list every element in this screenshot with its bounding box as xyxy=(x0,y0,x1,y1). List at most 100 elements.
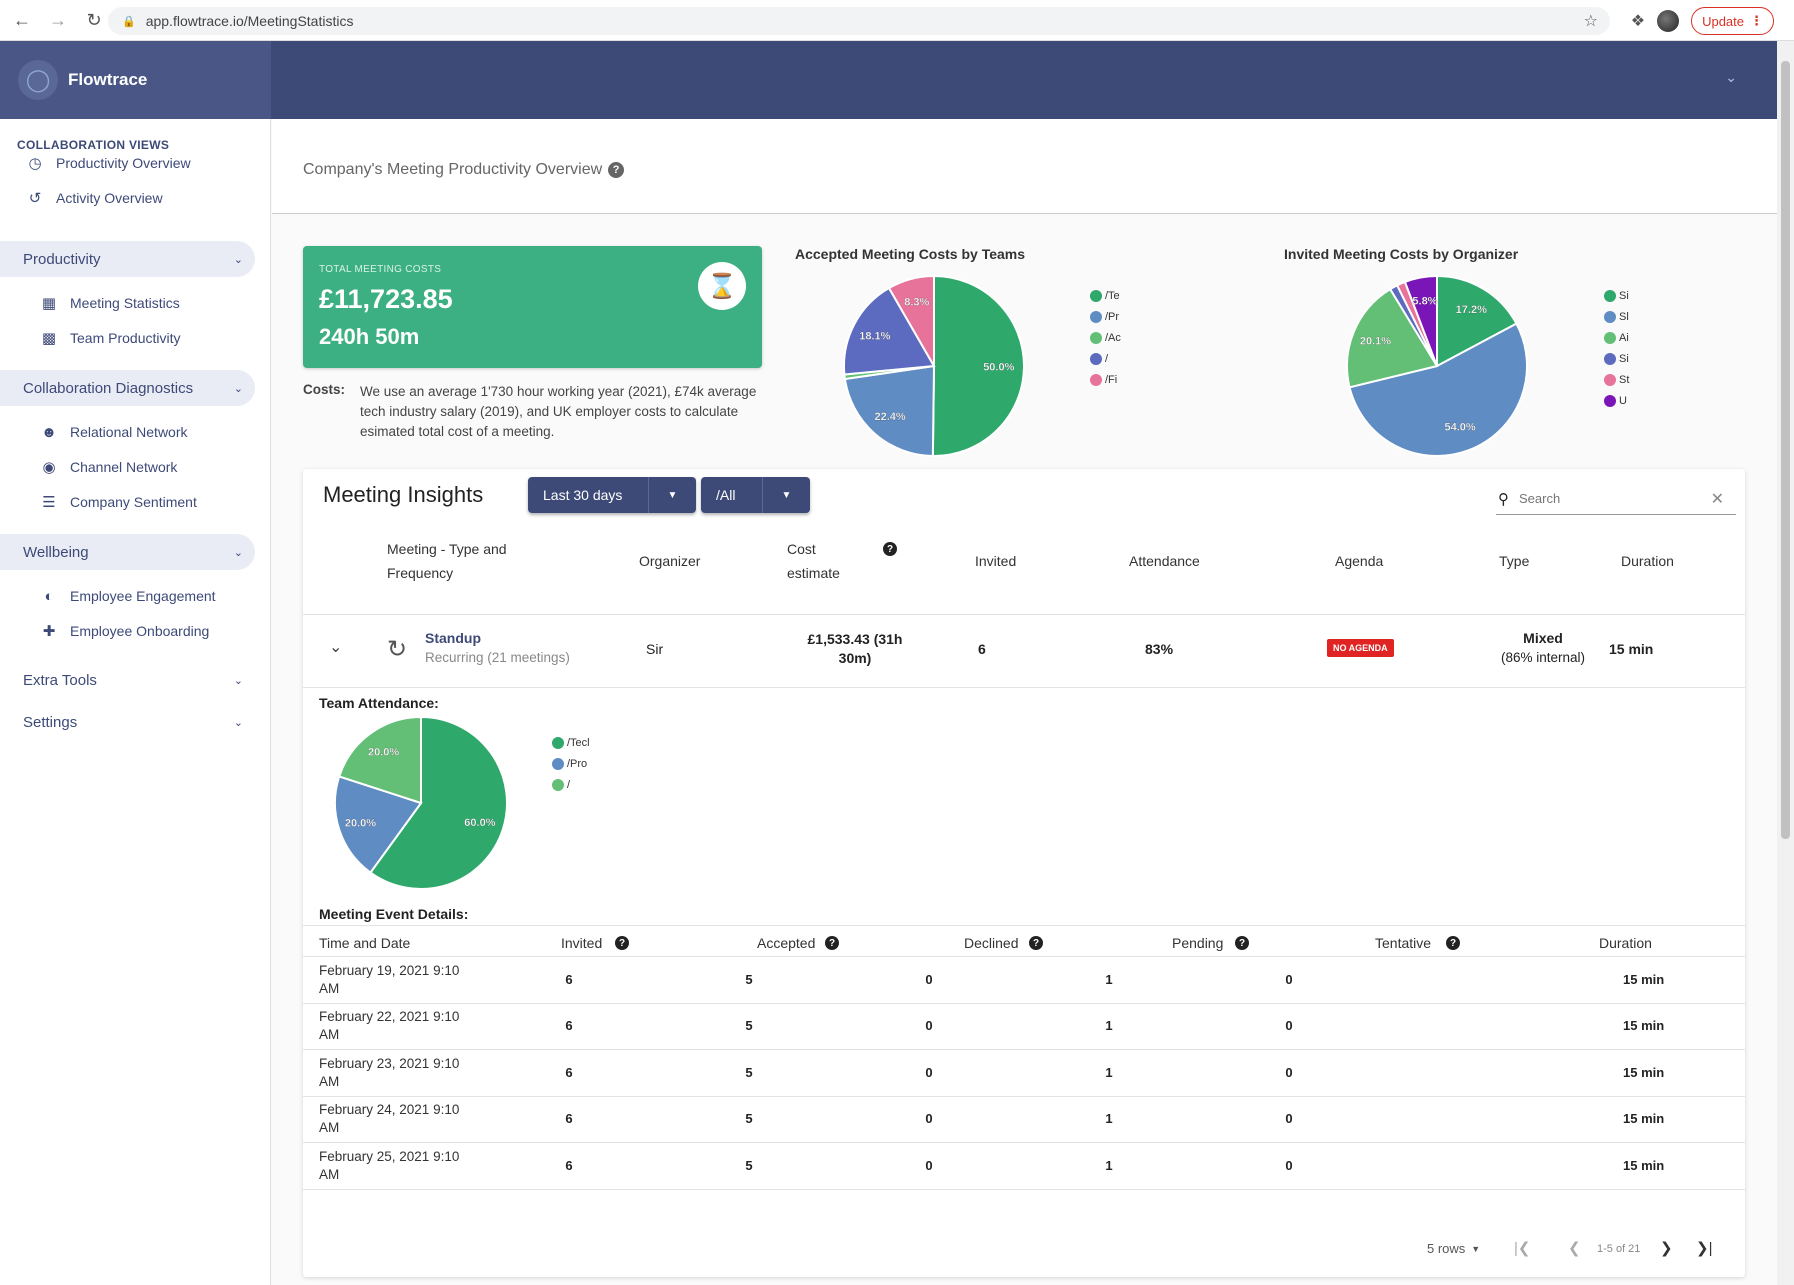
sidebar-group-collaboration-diagnostics[interactable]: Collaboration Diagnostics ⌄ xyxy=(0,370,255,406)
pie-slice-label: 60.0% xyxy=(464,817,495,829)
pie-slice[interactable] xyxy=(334,775,423,874)
table-row[interactable]: February 19, 2021 9:10 AM 6 5 0 1 0 15 min xyxy=(303,957,1745,1004)
legend-dot xyxy=(1604,352,1616,365)
declined-help-icon[interactable]: ? xyxy=(1029,936,1043,950)
column-header-duration[interactable]: Duration xyxy=(1621,553,1674,569)
reload-icon[interactable]: ↻ xyxy=(86,9,102,30)
legend-item[interactable]: St xyxy=(1604,369,1629,390)
column-header-type[interactable]: Meeting - Type and Frequency xyxy=(387,541,507,581)
next-page-icon[interactable]: ❯ xyxy=(1660,1240,1673,1257)
sidebar-item-channel-network[interactable]: ◉ Channel Network xyxy=(38,456,177,478)
table-row[interactable]: February 23, 2021 9:10 AM 6 5 0 1 0 15 min xyxy=(303,1050,1745,1097)
sidebar-item-employee-onboarding[interactable]: ✚ Employee Onboarding xyxy=(38,620,210,642)
legend-item[interactable]: U xyxy=(1604,390,1629,411)
pie-slice[interactable] xyxy=(843,286,936,376)
sidebar-group-productivity[interactable]: Productivity ⌄ xyxy=(0,241,255,277)
table-row[interactable]: February 25, 2021 9:10 AM 6 5 0 1 0 15 min xyxy=(303,1143,1745,1190)
sidebar-item-productivity-overview[interactable]: ◷ Productivity Overview xyxy=(24,152,190,174)
legend-item[interactable]: /Pr xyxy=(1090,306,1121,327)
help-icon[interactable]: ? xyxy=(608,162,625,178)
table-row[interactable]: February 24, 2021 9:10 AM 6 5 0 1 0 15 min xyxy=(303,1096,1745,1144)
collapse-chevron-icon[interactable]: ⌄ xyxy=(329,639,343,656)
event-header-date[interactable]: Time and Date xyxy=(319,935,411,951)
sidebar-item-company-sentiment[interactable]: ☰ Company Sentiment xyxy=(38,491,197,513)
first-page-icon[interactable]: |❮ xyxy=(1514,1240,1531,1257)
pie-slice[interactable] xyxy=(1346,287,1439,389)
column-header-invited[interactable]: Invited xyxy=(975,553,1017,569)
back-arrow-icon[interactable]: ← xyxy=(13,9,31,30)
address-bar[interactable]: 🔒 app.flowtrace.io/MeetingStatistics ☆ xyxy=(108,7,1610,35)
event-header-pending[interactable]: Pending xyxy=(1172,935,1224,951)
period-dropdown[interactable]: Last 30 days ▼ xyxy=(528,477,696,513)
pie-slice[interactable] xyxy=(1348,322,1528,457)
update-button[interactable]: Update ⋮ xyxy=(1691,7,1774,35)
extensions-icon[interactable]: ❖ xyxy=(1630,13,1646,30)
legend-item[interactable]: / xyxy=(1090,348,1121,369)
pie-slice[interactable] xyxy=(931,274,1025,457)
pie-slice[interactable] xyxy=(1436,274,1518,368)
event-pending: 1 xyxy=(1105,1018,1113,1034)
sidebar-item-meeting-statistics[interactable]: ▦ Meeting Statistics xyxy=(38,292,180,314)
sidebar-group-settings[interactable]: Settings ⌄ xyxy=(0,704,255,740)
brand[interactable]: ◯ Flowtrace xyxy=(0,41,271,119)
table-row[interactable]: February 22, 2021 9:10 AM 6 5 0 1 0 15 min xyxy=(303,1003,1745,1051)
chevron-down-icon: ⌄ xyxy=(233,382,243,395)
invited-help-icon[interactable]: ? xyxy=(615,936,629,950)
legend-item[interactable]: /Te xyxy=(1090,285,1121,306)
forward-arrow-icon[interactable]: → xyxy=(49,9,67,30)
legend-label: /Pr xyxy=(1105,310,1120,323)
pie-slice[interactable] xyxy=(887,274,935,370)
event-header-tentative[interactable]: Tentative xyxy=(1375,935,1432,951)
column-header-attendance[interactable]: Attendance xyxy=(1129,553,1200,569)
column-header-type-mixed[interactable]: Type xyxy=(1499,553,1530,569)
user-menu-chevron-icon[interactable]: ⌄ xyxy=(1725,69,1737,85)
divider xyxy=(303,1003,1745,1004)
scrollbar-thumb[interactable] xyxy=(1781,61,1790,839)
pie-slice[interactable] xyxy=(843,364,936,458)
tentative-help-icon[interactable]: ? xyxy=(1446,936,1460,950)
sidebar-group-wellbeing[interactable]: Wellbeing ⌄ xyxy=(0,534,255,570)
recurring-icon: ↻ xyxy=(387,636,408,663)
legend-label: / xyxy=(1105,352,1109,365)
last-page-icon[interactable]: ❯| xyxy=(1696,1240,1713,1257)
pending-help-icon[interactable]: ? xyxy=(1235,936,1249,950)
event-header-declined[interactable]: Declined xyxy=(964,935,1019,951)
cost-help-icon[interactable]: ? xyxy=(883,542,897,556)
sidebar-group-label: Productivity xyxy=(23,250,101,268)
sidebar-item-activity-overview[interactable]: ↺ Activity Overview xyxy=(24,187,163,209)
event-header-duration[interactable]: Duration xyxy=(1599,935,1652,951)
meeting-name[interactable]: Standup xyxy=(425,630,481,646)
event-duration: 15 min xyxy=(1623,1157,1665,1173)
page-scrollbar[interactable] xyxy=(1777,41,1794,1285)
legend-item[interactable]: Ai xyxy=(1604,327,1629,348)
event-header-accepted[interactable]: Accepted xyxy=(757,935,816,951)
search-input[interactable] xyxy=(1519,491,1699,506)
sidebar-item-relational-network[interactable]: ☻ Relational Network xyxy=(38,421,187,443)
clear-icon[interactable]: ✕ xyxy=(1710,490,1724,508)
avatar[interactable] xyxy=(1657,10,1680,32)
column-header-agenda[interactable]: Agenda xyxy=(1335,553,1384,569)
sidebar-item-team-productivity[interactable]: ▩ Team Productivity xyxy=(38,327,181,349)
sidebar-group-extra-tools[interactable]: Extra Tools ⌄ xyxy=(0,662,255,698)
pie-slice[interactable] xyxy=(1403,274,1438,367)
bookmark-star-icon[interactable]: ☆ xyxy=(1583,13,1598,30)
legend-item[interactable]: Si xyxy=(1604,348,1629,369)
column-header-organizer[interactable]: Organizer xyxy=(639,553,701,569)
pie-slice[interactable] xyxy=(337,715,422,805)
legend-item[interactable]: / xyxy=(552,774,590,795)
scope-dropdown[interactable]: /All ▼ xyxy=(701,477,810,513)
rows-per-page-select[interactable]: 5 rows ▼ xyxy=(1427,1241,1480,1256)
legend-item[interactable]: /Fi xyxy=(1090,369,1121,390)
column-header-cost[interactable]: Cost estimate xyxy=(787,541,840,581)
legend-dot xyxy=(552,736,564,749)
accepted-help-icon[interactable]: ? xyxy=(825,936,839,950)
pie-slice[interactable] xyxy=(369,715,508,890)
event-header-invited[interactable]: Invited xyxy=(561,935,603,951)
legend-item[interactable]: /Pro xyxy=(552,753,590,774)
sidebar-item-employee-engagement[interactable]: ◐ Employee Engagement xyxy=(38,585,215,607)
legend-item[interactable]: Si xyxy=(1604,285,1629,306)
legend-item[interactable]: /Tecl xyxy=(552,732,590,753)
legend-item[interactable]: Sl xyxy=(1604,306,1629,327)
prev-page-icon[interactable]: ❮ xyxy=(1568,1240,1581,1257)
legend-item[interactable]: /Ac xyxy=(1090,327,1121,348)
